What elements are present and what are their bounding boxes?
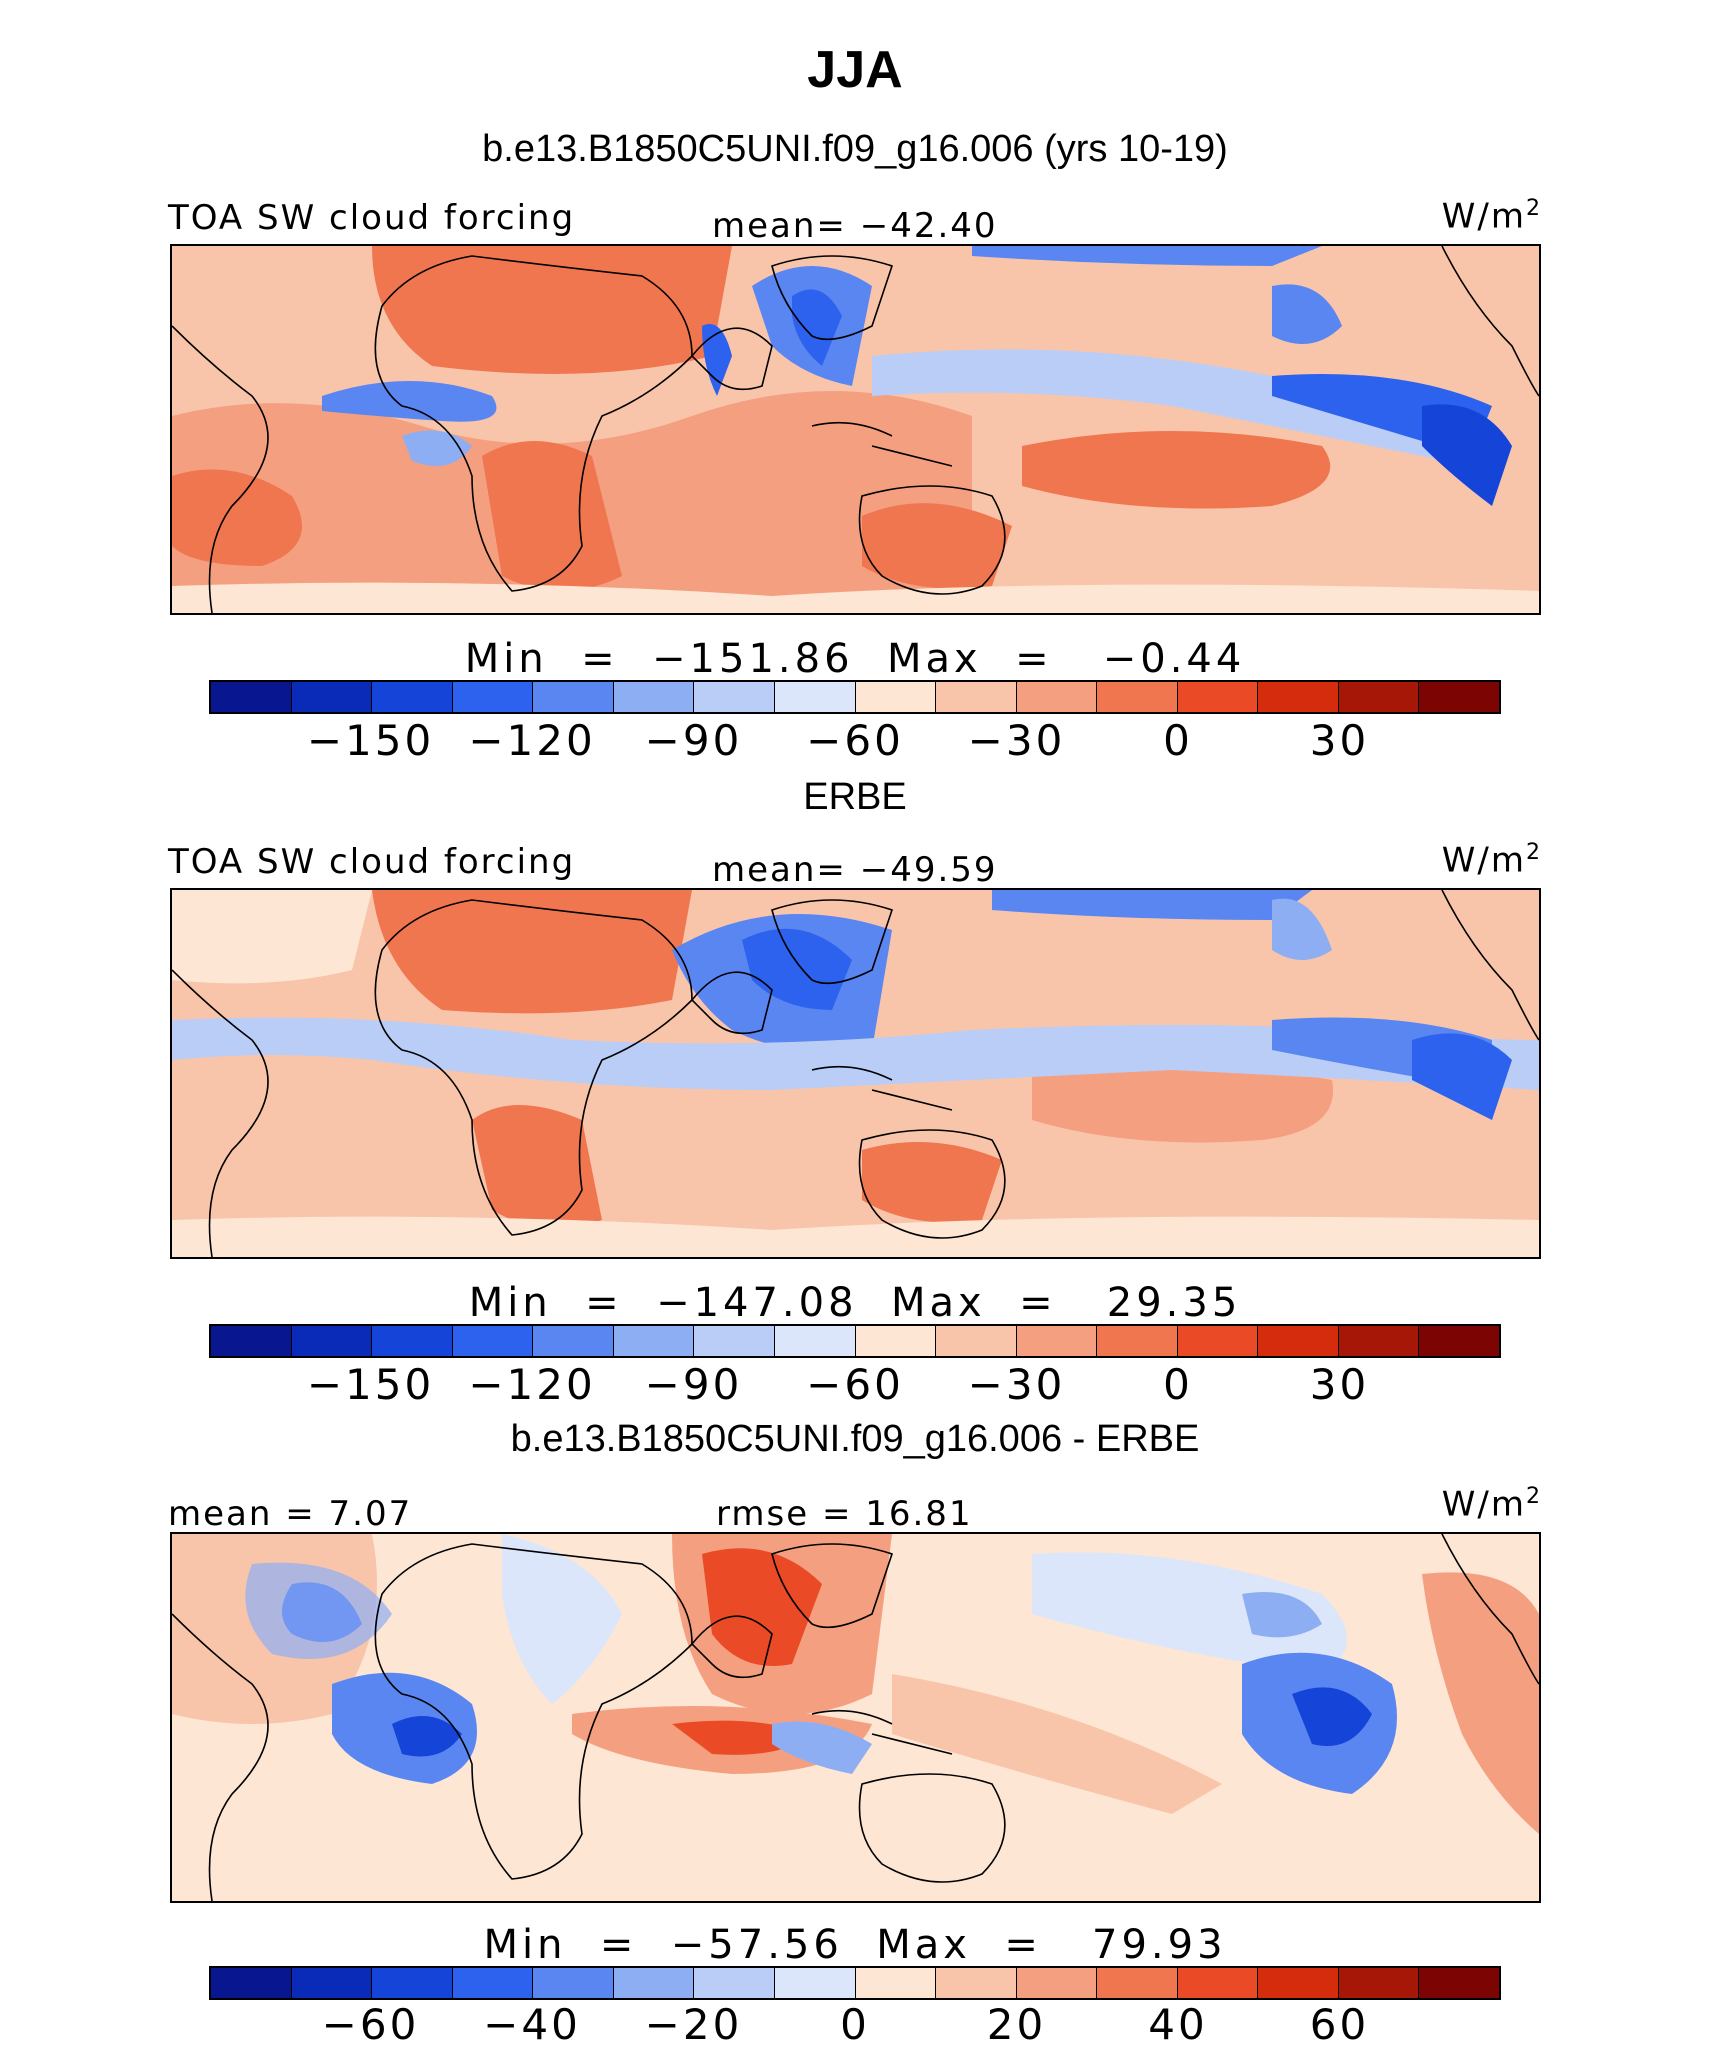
colorbar-swatch: [1177, 1968, 1259, 1998]
colorbar-swatch: [855, 1326, 937, 1356]
colorbar-tick-label: −30: [967, 716, 1066, 765]
panel1-minmax: Min = −151.86 Max = −0.44: [464, 636, 1246, 682]
colorbar-swatch: [533, 682, 614, 712]
colorbar-swatch: [452, 1326, 534, 1356]
colorbar-swatch: [613, 1968, 695, 1998]
panel2-colorbar-ticks: −150 −120 −90 −60 −30 0 30: [209, 1360, 1501, 1409]
colorbar-swatch: [1097, 1326, 1178, 1356]
colorbar-tick-label: 40: [1148, 2000, 1208, 2049]
panel1-colorbar: [209, 680, 1501, 714]
colorbar-swatch: [1258, 1968, 1339, 1998]
colorbar-swatch: [211, 1968, 292, 1998]
panel2-field-label: TOA SW cloud forcing: [168, 842, 576, 882]
colorbar-swatch: [613, 1326, 695, 1356]
colorbar-tick-label: −20: [644, 2000, 743, 2049]
colorbar-swatch: [774, 1968, 856, 1998]
colorbar-swatch: [855, 682, 937, 712]
colorbar-swatch: [613, 682, 695, 712]
panel1-map: [170, 244, 1541, 615]
colorbar-swatch: [1258, 682, 1339, 712]
panel3-contour-field: [172, 1534, 1539, 1901]
colorbar-swatch: [694, 682, 775, 712]
colorbar-swatch: [1177, 682, 1259, 712]
colorbar-swatch: [1177, 1326, 1259, 1356]
colorbar-tick-label: −90: [644, 1360, 743, 1409]
colorbar-tick-label: −90: [644, 716, 743, 765]
colorbar-swatch: [774, 1326, 856, 1356]
colorbar-swatch: [1258, 1326, 1339, 1356]
colorbar-swatch: [1016, 682, 1098, 712]
colorbar-swatch: [291, 682, 373, 712]
panel3-mean-label: mean = 7.07: [168, 1494, 413, 1534]
colorbar-swatch: [533, 1326, 614, 1356]
panel1-field-label: TOA SW cloud forcing: [168, 198, 576, 238]
colorbar-tick-label: −30: [967, 1360, 1066, 1409]
colorbar-tick-label: −60: [321, 2000, 420, 2049]
panel2-subtitle: ERBE: [803, 776, 907, 818]
panel1-mean-label: mean= −42.40: [712, 206, 998, 246]
figure-title: JJA: [807, 41, 903, 99]
panel3-rmse-label: rmse = 16.81: [716, 1494, 973, 1534]
colorbar-swatch: [291, 1326, 373, 1356]
colorbar-swatch: [211, 682, 292, 712]
colorbar-swatch: [291, 1968, 373, 1998]
colorbar-swatch: [452, 682, 534, 712]
panel3-colorbar: [209, 1966, 1501, 2000]
panel1-contour-field: [172, 246, 1539, 613]
colorbar-tick-label: 0: [1163, 716, 1193, 765]
colorbar-swatch: [533, 1968, 614, 1998]
panel2-colorbar: [209, 1324, 1501, 1358]
colorbar-tick-label: 30: [1309, 1360, 1370, 1409]
colorbar-tick-label: −40: [483, 2000, 581, 2049]
colorbar-swatch: [1419, 682, 1499, 712]
colorbar-swatch: [1338, 682, 1420, 712]
colorbar-tick-label: 60: [1309, 2000, 1370, 2049]
panel1-colorbar-ticks: −150 −120 −90 −60 −30 0 30: [209, 716, 1501, 765]
colorbar-tick-label: −120: [468, 1360, 596, 1409]
colorbar-swatch: [1419, 1326, 1499, 1356]
panel3-minmax: Min = −57.56 Max = 79.93: [483, 1922, 1227, 1968]
panel2-minmax: Min = −147.08 Max = 29.35: [468, 1280, 1242, 1326]
colorbar-tick-label: −60: [806, 716, 904, 765]
colorbar-tick-label: 20: [986, 2000, 1047, 2049]
colorbar-swatch: [1016, 1968, 1098, 1998]
colorbar-swatch: [1338, 1326, 1420, 1356]
colorbar-swatch: [855, 1968, 937, 1998]
colorbar-tick-label: −150: [306, 1360, 435, 1409]
colorbar-swatch: [372, 1968, 453, 1998]
colorbar-swatch: [936, 1326, 1017, 1356]
colorbar-swatch: [936, 682, 1017, 712]
colorbar-swatch: [1016, 1326, 1098, 1356]
colorbar-tick-label: −150: [306, 716, 435, 765]
colorbar-swatch: [372, 1326, 453, 1356]
panel2-unit-label: W/m2: [1441, 840, 1542, 881]
colorbar-swatch: [372, 682, 453, 712]
colorbar-swatch: [936, 1968, 1017, 1998]
panel3-unit-label: W/m2: [1441, 1484, 1542, 1525]
colorbar-swatch: [211, 1326, 292, 1356]
colorbar-swatch: [1097, 1968, 1178, 1998]
colorbar-swatch: [452, 1968, 534, 1998]
panel3-map: [170, 1532, 1541, 1903]
panel1-unit-label: W/m2: [1441, 196, 1542, 237]
panel2-map: [170, 888, 1541, 1259]
panel2-contour-field: [172, 890, 1539, 1257]
colorbar-tick-label: 0: [1163, 1360, 1193, 1409]
colorbar-swatch: [694, 1968, 775, 1998]
panel2-mean-label: mean= −49.59: [712, 850, 998, 890]
colorbar-swatch: [694, 1326, 775, 1356]
colorbar-swatch: [1338, 1968, 1420, 1998]
colorbar-swatch: [774, 682, 856, 712]
colorbar-swatch: [1419, 1968, 1499, 1998]
panel1-subtitle: b.e13.B1850C5UNI.f09_g16.006 (yrs 10-19): [482, 128, 1228, 170]
panel3-colorbar-ticks: −60 −40 −20 0 20 40 60: [209, 2000, 1501, 2049]
colorbar-swatch: [1097, 682, 1178, 712]
panel3-subtitle: b.e13.B1850C5UNI.f09_g16.006 - ERBE: [510, 1418, 1200, 1460]
colorbar-tick-label: 0: [840, 2000, 870, 2049]
colorbar-tick-label: 30: [1309, 716, 1370, 765]
colorbar-tick-label: −120: [468, 716, 596, 765]
colorbar-tick-label: −60: [806, 1360, 904, 1409]
